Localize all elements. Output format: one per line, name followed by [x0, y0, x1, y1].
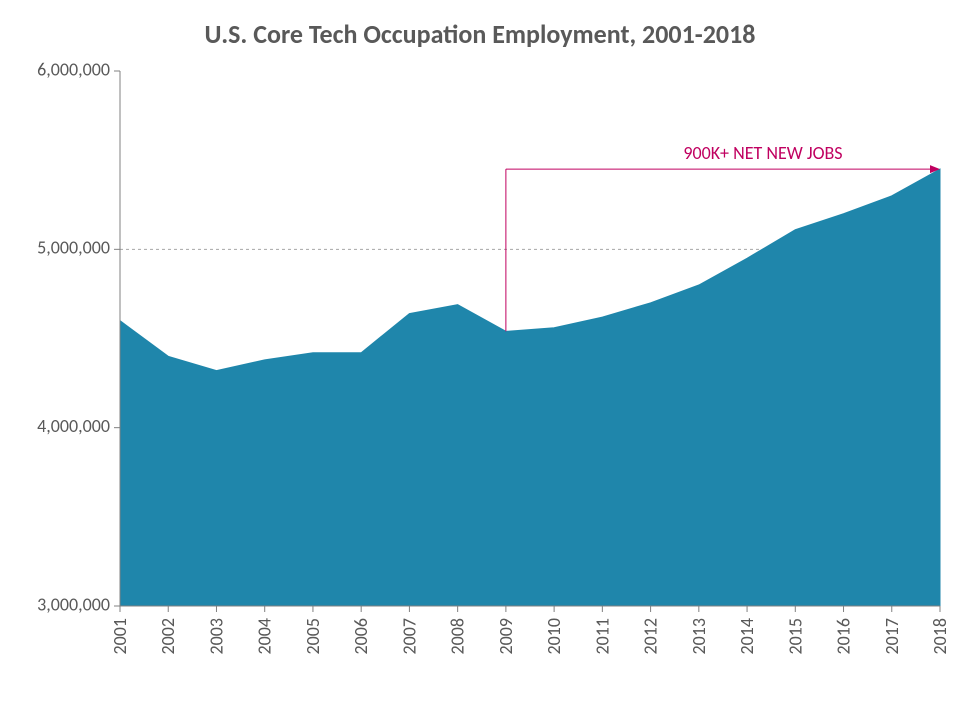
x-tick-label: 2001	[109, 618, 131, 655]
x-tick-label: 2016	[833, 618, 855, 655]
x-tick-label: 2010	[543, 618, 565, 655]
area-series	[120, 169, 940, 606]
x-tick-label: 2013	[688, 618, 710, 655]
x-tick-label: 2018	[929, 618, 951, 655]
x-tick-label: 2007	[398, 618, 420, 655]
x-tick-label: 2011	[591, 618, 613, 655]
x-tick-label: 2014	[736, 618, 758, 655]
x-tick-label: 2006	[350, 618, 372, 655]
x-tick-label: 2008	[447, 618, 469, 655]
chart-title: U.S. Core Tech Occupation Employment, 20…	[0, 0, 960, 56]
x-tick-label: 2017	[881, 618, 903, 655]
x-tick-label: 2003	[205, 618, 227, 655]
x-tick-label: 2012	[640, 618, 662, 655]
x-tick-label: 2004	[254, 618, 276, 655]
y-tick-label: 4,000,000	[37, 415, 110, 437]
x-tick-label: 2015	[784, 618, 806, 655]
y-tick-label: 5,000,000	[37, 237, 110, 259]
annotation-label: 900K+ NET NEW JOBS	[683, 142, 842, 164]
x-tick-label: 2005	[302, 618, 324, 655]
y-tick-label: 6,000,000	[37, 58, 110, 80]
y-tick-label: 3,000,000	[37, 593, 110, 615]
x-tick-label: 2002	[157, 618, 179, 655]
area-chart: 900K+ NET NEW JOBS 3,000,000 4,000,000 5,00…	[0, 56, 960, 716]
x-tick-label: 2009	[495, 618, 517, 655]
